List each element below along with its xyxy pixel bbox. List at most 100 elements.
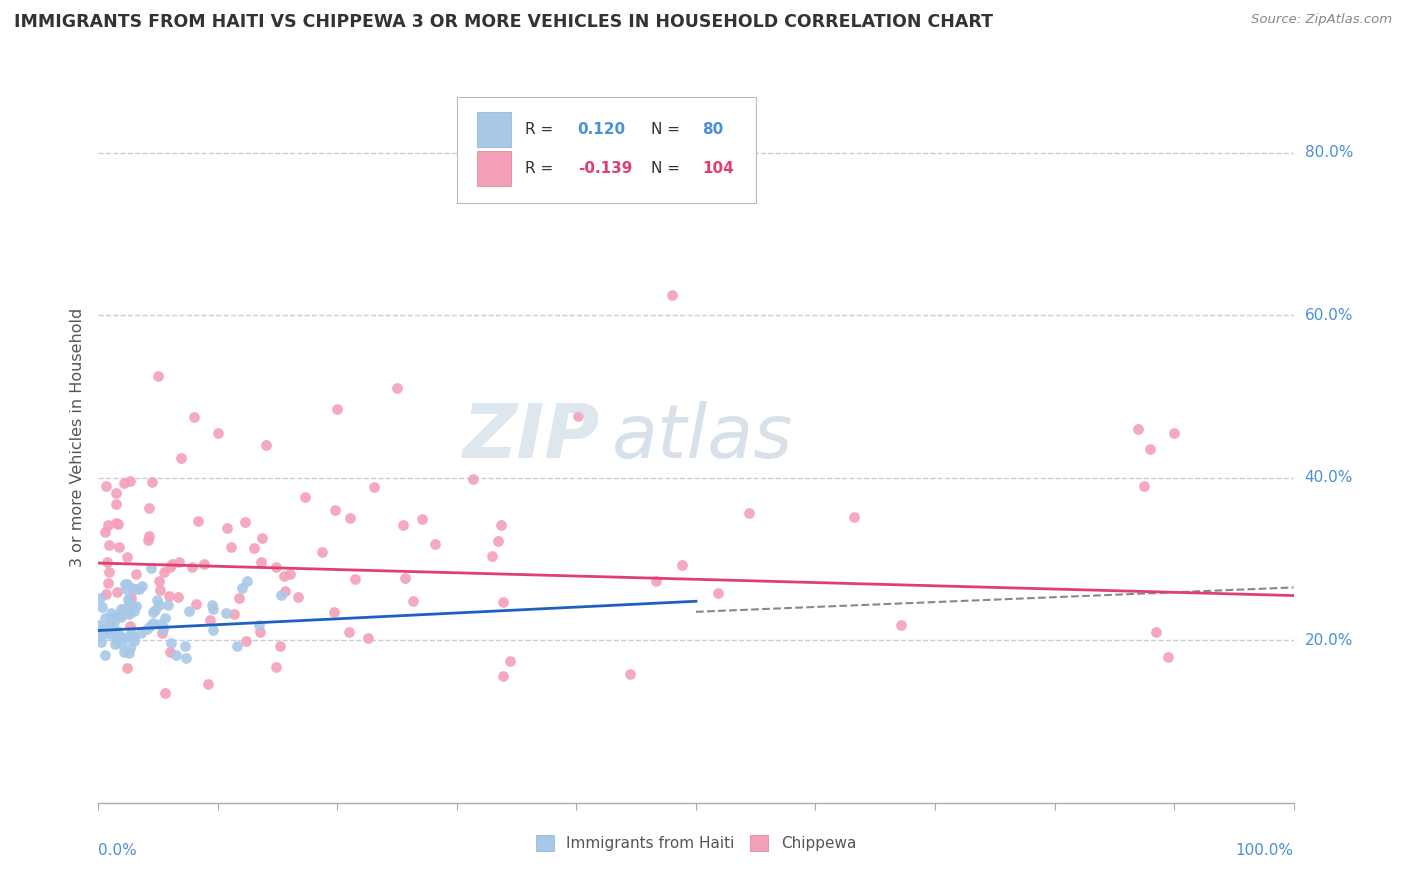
Text: atlas: atlas [613,401,794,473]
Point [186,514,208,528]
Point [231,582,253,596]
Point [269,639,291,653]
Point [671,558,693,573]
Point [149,583,172,598]
Point [121,599,143,613]
Point [107,540,129,554]
FancyBboxPatch shape [477,112,510,146]
Point [150,625,173,640]
Point [1133,479,1156,493]
Point [160,557,183,571]
Point [228,591,250,606]
Point [94,479,117,493]
Point [122,604,145,618]
Point [122,634,145,648]
Point [138,500,160,515]
Point [136,533,159,547]
Point [738,506,761,520]
Point [270,588,292,602]
Point [97,619,120,633]
Point [492,595,515,609]
Point [344,572,367,586]
Point [207,425,229,440]
Point [411,512,433,526]
Point [138,529,160,543]
Point [89,591,111,606]
Point [153,611,176,625]
Point [202,602,225,616]
Point [170,450,193,465]
Point [131,625,153,640]
Point [112,645,135,659]
Point [103,615,125,629]
Point [148,574,170,589]
Text: 40.0%: 40.0% [1305,470,1353,485]
Point [110,602,132,616]
Point [107,516,129,531]
Point [247,618,270,632]
Point [323,605,346,619]
Point [90,600,112,615]
Point [183,409,205,424]
Point [98,565,121,579]
Point [273,583,295,598]
Point [153,566,176,580]
Text: 100.0%: 100.0% [1236,843,1294,858]
Point [117,592,139,607]
Point [108,608,131,623]
Point [644,574,666,588]
Point [135,622,157,636]
Point [197,677,219,691]
Point [167,555,190,569]
Point [222,607,245,621]
Point [100,607,122,621]
Text: ZIP: ZIP [463,401,600,474]
Point [273,569,295,583]
Point [148,598,170,612]
Point [221,540,243,554]
Point [174,639,197,653]
Point [97,518,120,533]
Text: 0.0%: 0.0% [98,843,138,858]
Point [98,627,121,641]
Point [94,622,117,636]
Point [159,589,181,603]
Point [148,369,170,384]
Point [104,516,127,531]
Point [1163,425,1185,440]
Point [105,634,128,648]
Point [707,585,730,599]
Point [254,438,277,452]
Point [118,607,141,622]
Point [193,558,215,572]
Point [489,518,512,533]
Point [323,503,346,517]
Point [104,608,127,623]
Point [264,560,287,574]
Point [120,641,142,656]
Point [215,606,238,620]
Text: 80: 80 [702,121,723,136]
Point [105,624,128,639]
Point [118,646,141,660]
Point [363,480,385,494]
Point [402,594,425,608]
Point [117,605,139,619]
Point [97,576,120,591]
Point [105,626,128,640]
Point [385,381,409,395]
Point [250,531,273,545]
Point [177,604,200,618]
Point [236,574,259,588]
Y-axis label: 3 or more Vehicles in Household: 3 or more Vehicles in Household [70,308,86,566]
Point [105,631,128,645]
FancyBboxPatch shape [477,151,510,186]
Point [107,629,129,643]
Point [115,661,138,675]
Point [152,622,174,636]
Point [96,587,118,601]
Point [90,634,112,648]
Text: -0.139: -0.139 [578,161,633,176]
Point [159,635,181,649]
Point [243,541,266,555]
